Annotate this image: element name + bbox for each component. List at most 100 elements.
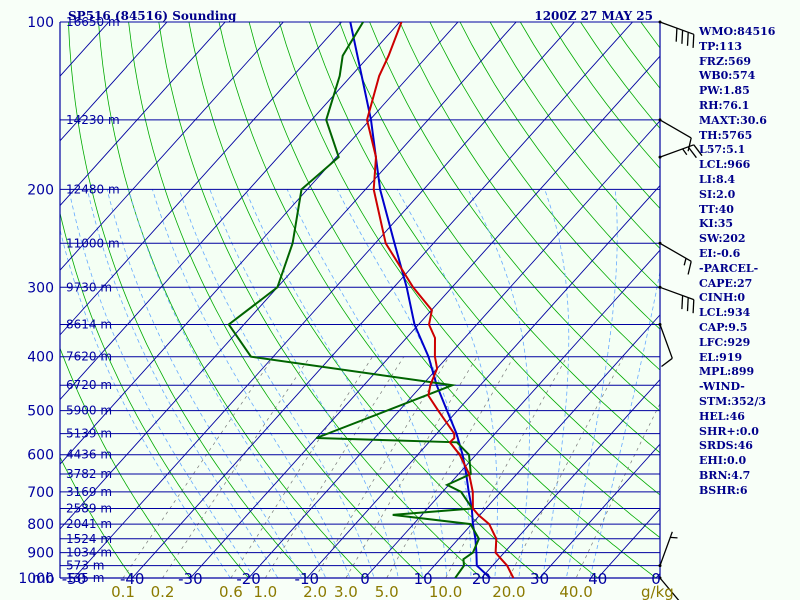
moist-adiabat — [86, 189, 279, 578]
index-line: CINH:0 — [699, 291, 746, 305]
height-label: 1034 m — [66, 546, 112, 560]
mixing-ratio-tick-label: 10.0 — [429, 583, 462, 600]
height-label: 12480 m — [66, 182, 120, 196]
moist-adiabat — [467, 189, 530, 578]
index-line: SRDS:46 — [699, 439, 753, 453]
wind-barb-full-flag — [692, 299, 695, 314]
mixing-ratio-line — [386, 356, 515, 578]
mixing-ratio-line — [314, 356, 450, 578]
height-label: 2041 m — [66, 517, 112, 531]
isotherm — [422, 314, 660, 578]
moist-adiabat — [589, 269, 660, 578]
index-line: LFC:929 — [699, 335, 751, 349]
chart-title-left: SP516 (84516) Sounding — [68, 9, 237, 23]
mixing-ratio-line — [575, 402, 660, 578]
wind-barb-half-flag — [670, 536, 678, 539]
wind-barb-staff — [659, 144, 695, 158]
dry-adiabat — [68, 22, 308, 578]
pressure-tick-label: 900 — [27, 546, 54, 562]
height-label: 16650 m — [66, 15, 120, 29]
dry-adiabat — [60, 347, 191, 578]
mixing-ratio-line — [445, 356, 568, 578]
isotherm — [364, 249, 660, 578]
height-label: 4436 m — [66, 448, 112, 462]
isotherm — [60, 22, 401, 401]
index-line: SI:2.0 — [699, 187, 736, 201]
chart-title-right: 1200Z 27 MAY 25 — [534, 9, 653, 23]
dewpoint-trace — [227, 22, 481, 578]
temperature-tick-label: -20 — [236, 570, 261, 588]
mixing-ratio-tick-label: 20.0 — [492, 583, 525, 600]
index-line: TP:113 — [699, 39, 743, 53]
wind-barb-staff — [659, 119, 692, 139]
dry-adiabat — [339, 22, 660, 454]
pressure-tick-label: 300 — [27, 280, 54, 296]
isotherm — [73, 22, 575, 578]
isotherm — [60, 22, 168, 142]
index-line: RH:76.1 — [699, 98, 750, 112]
wind-barb-staff — [659, 324, 673, 359]
temperature-tick-label: -40 — [120, 570, 145, 588]
mixing-ratio-tick-label: 3.0 — [334, 583, 358, 600]
temperature-tick-label: -30 — [178, 570, 203, 588]
index-line: EHI:0.0 — [699, 454, 747, 468]
index-line: LI:8.4 — [699, 172, 736, 186]
index-line: KI:35 — [699, 217, 734, 231]
isotherm — [248, 120, 660, 578]
moist-adiabat — [209, 189, 399, 578]
mixing-ratio-line — [122, 356, 274, 578]
mixing-ratio-line — [264, 356, 405, 578]
height-label: 573 m — [66, 559, 104, 573]
height-label: 6720 m — [66, 378, 112, 392]
height-label: 2589 m — [66, 502, 112, 516]
index-line: STM:352/3 — [699, 394, 766, 408]
index-line: MPL:899 — [699, 365, 755, 379]
isobars — [59, 21, 661, 579]
dry-adiabat — [60, 456, 133, 578]
temperature-tick-label: 0 — [651, 570, 661, 588]
index-line: SW:202 — [699, 232, 746, 246]
wind-barb-full-flag — [686, 32, 689, 46]
wind-barb-full-flag — [692, 34, 695, 48]
dry-adiabat — [309, 22, 660, 496]
mixing-ratio-lines — [122, 356, 660, 578]
index-line: SHR+:0.0 — [699, 424, 759, 438]
height-label: 8614 m — [66, 318, 112, 332]
mixing-ratio-line — [230, 356, 373, 578]
temperature-tick-label: -10 — [295, 570, 320, 588]
axis-labels: 0.1 0.2 0.6 1.0 2.0 3.0 5.0 10.0 20.0 40.0 16650 m… — [18, 15, 660, 600]
temperature-tick-label: 10 — [414, 570, 433, 588]
temperature-tick-label: 40 — [588, 570, 607, 588]
isotherm — [131, 22, 634, 578]
height-label: 9730 m — [66, 280, 112, 294]
index-line: LCL:934 — [699, 306, 751, 320]
mixing-ratio-tick-label: 0.1 — [111, 583, 135, 600]
pressure-tick-label: 200 — [27, 182, 54, 198]
wind-barb-full-flag — [693, 144, 703, 157]
isotherm — [60, 22, 284, 271]
dry-adiabat — [60, 211, 250, 578]
dry-adiabat — [128, 22, 424, 578]
index-line: EI:-0.6 — [699, 246, 741, 260]
moist-adiabat — [128, 189, 327, 578]
dry-adiabat — [158, 22, 483, 578]
temperature-trace — [365, 22, 515, 578]
wind-barb-half-flag — [683, 258, 687, 266]
pressure-tick-label: 600 — [27, 448, 54, 464]
isotherm — [480, 378, 660, 578]
wind-barb — [658, 144, 703, 159]
height-label: 11000 m — [66, 236, 120, 250]
wind-barb-full-flag — [687, 146, 697, 159]
wind-barbs — [658, 20, 703, 600]
wind-barb — [658, 531, 678, 568]
moist-adiabat — [244, 189, 424, 578]
index-line: CAP:9.5 — [699, 320, 748, 334]
wind-barb-full-flag — [687, 137, 692, 152]
wind-barb-full-flag — [687, 261, 692, 275]
mixing-ratio-unit-label: g/kg — [641, 583, 674, 600]
wind-barb-staff — [659, 21, 695, 35]
wind-barb — [658, 241, 692, 275]
index-line: MAXT:30.6 — [699, 113, 767, 127]
wind-barb — [658, 285, 695, 314]
